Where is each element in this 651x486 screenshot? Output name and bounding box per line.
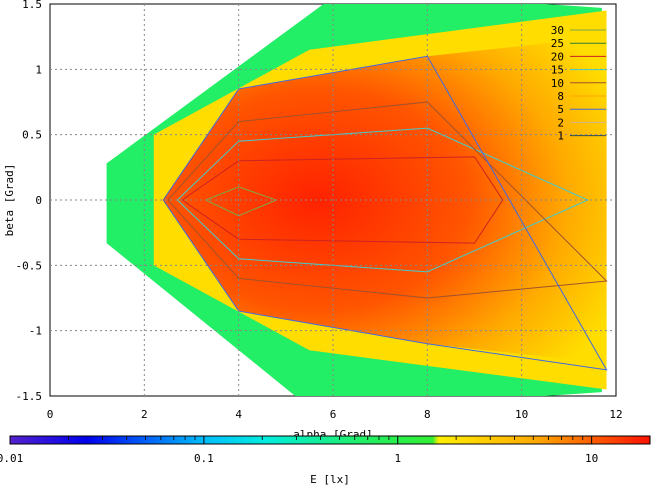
- colorbar-tick-label: 1: [394, 452, 401, 465]
- y-tick-label: 1.5: [22, 0, 42, 11]
- legend-label: 1: [557, 130, 564, 143]
- contour-15: [177, 127, 589, 273]
- legend-label: 5: [557, 103, 564, 116]
- colorbar-label: E [lx]: [310, 473, 350, 486]
- colorbar-tick-label: 0.1: [194, 452, 214, 465]
- y-tick-label: 1: [35, 63, 42, 76]
- legend-label: 25: [551, 37, 564, 50]
- x-tick-label: 4: [235, 408, 242, 421]
- x-tick-label: 0: [47, 408, 54, 421]
- colorbar-tick-label: 0.01: [0, 452, 23, 465]
- contour-10: [167, 101, 608, 299]
- x-tick-label: 8: [424, 408, 431, 421]
- y-axis-label: beta [Grad]: [3, 164, 16, 237]
- y-tick-label: -1: [29, 325, 42, 338]
- x-tick-label: 2: [141, 408, 148, 421]
- legend-label: 8: [557, 90, 564, 103]
- legend-label: 2: [557, 116, 564, 129]
- x-tick-label: 10: [515, 408, 528, 421]
- x-tick-label: 12: [609, 408, 622, 421]
- legend-label: 15: [551, 64, 564, 77]
- colorbar-tick-label: 10: [585, 452, 598, 465]
- contour-5: [162, 55, 608, 371]
- grid-lines: [50, 4, 616, 396]
- x-tick-label: 6: [330, 408, 337, 421]
- axis-ticks: 0 2 4 6 8 10 12-1.5-1-0.500.511.5: [16, 0, 623, 421]
- colorbar: [9, 435, 651, 445]
- y-tick-label: 0.5: [22, 129, 42, 142]
- y-tick-label: 0: [35, 194, 42, 207]
- legend-label: 20: [551, 50, 564, 63]
- colorbar-ticks: 0.01 0.1 1 10: [0, 436, 651, 465]
- legend-label: 10: [551, 77, 564, 90]
- y-tick-label: -1.5: [16, 390, 43, 403]
- y-tick-label: -0.5: [16, 259, 43, 272]
- legend-label: 30: [551, 24, 564, 37]
